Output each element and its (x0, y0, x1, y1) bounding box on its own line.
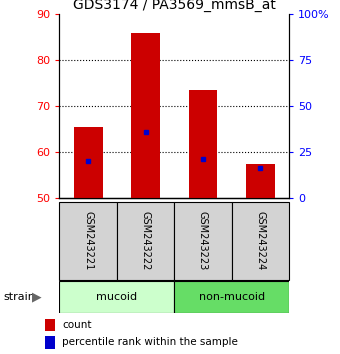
Bar (246, 164, 275, 198)
Text: percentile rank within the sample: percentile rank within the sample (62, 337, 238, 347)
Text: GSM243224: GSM243224 (255, 211, 265, 270)
Bar (232, 202, 289, 280)
Text: GSM243223: GSM243223 (198, 211, 208, 270)
Bar (174, 281, 289, 313)
Bar (59, 281, 174, 313)
Bar (174, 202, 232, 280)
Bar (45, 319, 55, 331)
Text: non-mucoid: non-mucoid (199, 292, 265, 302)
Bar (189, 90, 217, 198)
Text: ▶: ▶ (32, 291, 42, 304)
Text: strain: strain (3, 292, 35, 302)
Bar (45, 336, 55, 349)
Text: GSM243222: GSM243222 (140, 211, 151, 270)
Text: GSM243221: GSM243221 (83, 211, 93, 270)
Bar (74, 127, 103, 198)
Text: count: count (62, 320, 92, 330)
Bar (131, 33, 160, 198)
Bar (59, 202, 117, 280)
Title: GDS3174 / PA3569_mmsB_at: GDS3174 / PA3569_mmsB_at (73, 0, 276, 12)
Text: mucoid: mucoid (96, 292, 137, 302)
Bar (117, 202, 174, 280)
